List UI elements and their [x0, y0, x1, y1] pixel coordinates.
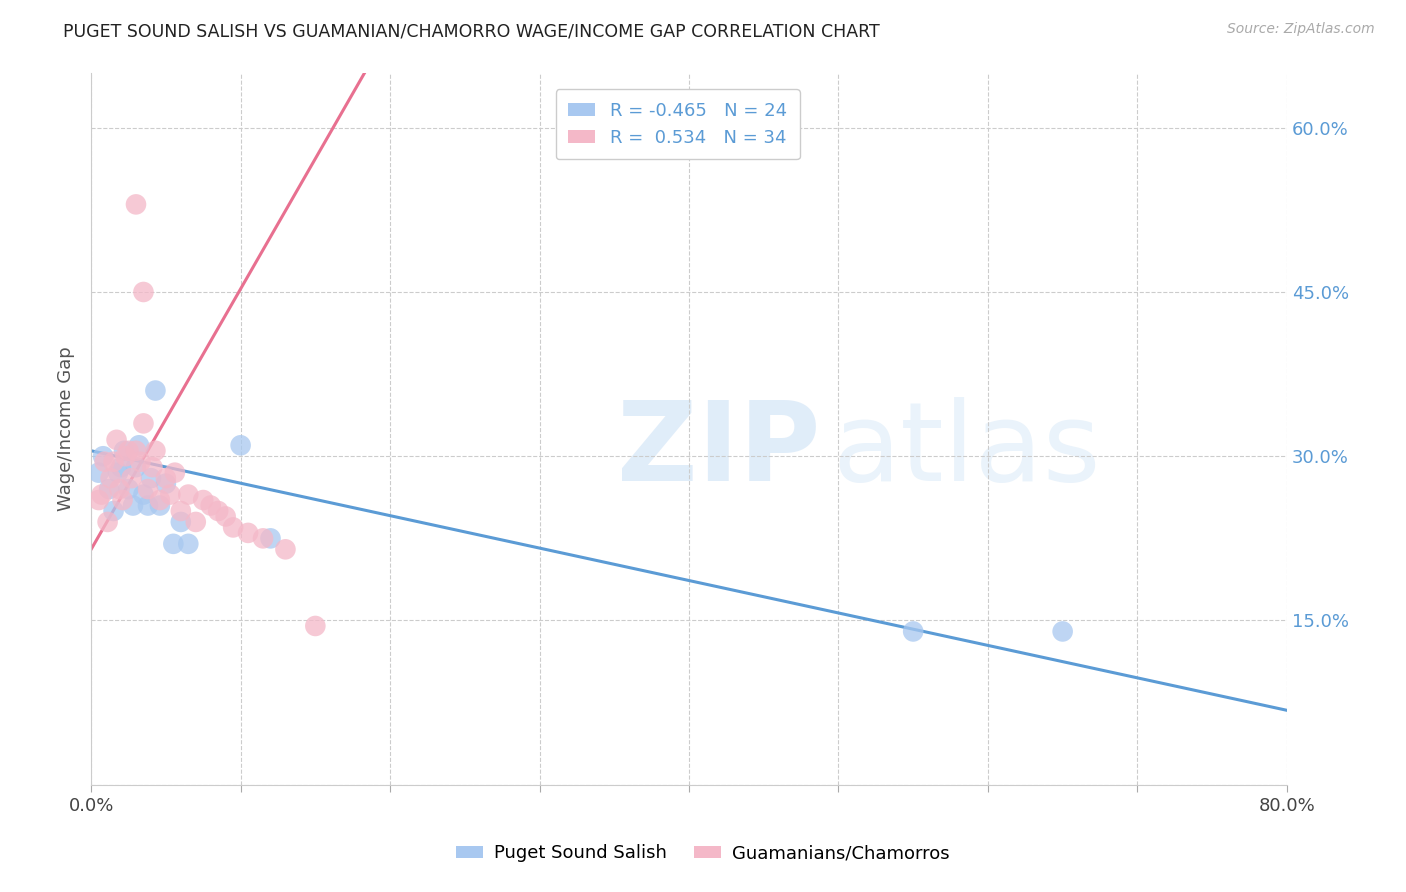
Point — [252, 532, 274, 546]
Point — [229, 438, 252, 452]
Point — [136, 482, 159, 496]
Y-axis label: Wage/Income Gap: Wage/Income Gap — [58, 346, 75, 511]
Point — [108, 482, 131, 496]
Point — [93, 455, 115, 469]
Point — [207, 504, 229, 518]
Point — [215, 509, 238, 524]
Point — [304, 619, 326, 633]
Point — [122, 499, 145, 513]
Point — [129, 455, 152, 469]
Point — [222, 520, 245, 534]
Point — [132, 417, 155, 431]
Point — [159, 487, 181, 501]
Point — [132, 487, 155, 501]
Point — [155, 471, 177, 485]
Point — [136, 499, 159, 513]
Point — [128, 438, 150, 452]
Point — [90, 487, 112, 501]
Point — [193, 493, 215, 508]
Point — [141, 460, 163, 475]
Point — [125, 197, 148, 211]
Point — [107, 466, 129, 480]
Point — [110, 460, 132, 475]
Point — [162, 537, 184, 551]
Text: ZIP: ZIP — [617, 397, 821, 504]
Point — [170, 504, 193, 518]
Point — [125, 443, 148, 458]
Legend: Puget Sound Salish, Guamanians/Chamorros: Puget Sound Salish, Guamanians/Chamorros — [449, 838, 957, 870]
Point — [112, 443, 135, 458]
Point — [132, 285, 155, 299]
Point — [177, 487, 200, 501]
Point — [91, 449, 114, 463]
Point — [274, 542, 297, 557]
Point — [139, 471, 162, 485]
Point — [155, 476, 177, 491]
Point — [145, 443, 167, 458]
Point — [177, 537, 200, 551]
Point — [98, 482, 121, 496]
Point — [200, 499, 222, 513]
Point — [97, 515, 120, 529]
Point — [1052, 624, 1074, 639]
Point — [105, 433, 128, 447]
Point — [111, 493, 134, 508]
Point — [103, 455, 125, 469]
Legend: R = -0.465   N = 24, R =  0.534   N = 34: R = -0.465 N = 24, R = 0.534 N = 34 — [555, 89, 800, 160]
Text: atlas: atlas — [832, 397, 1101, 504]
Point — [163, 466, 186, 480]
Point — [87, 493, 110, 508]
Point — [259, 532, 281, 546]
Point — [184, 515, 207, 529]
Point — [100, 471, 122, 485]
Point — [145, 384, 167, 398]
Point — [125, 460, 148, 475]
Point — [121, 471, 143, 485]
Point — [117, 443, 139, 458]
Point — [103, 504, 125, 518]
Point — [236, 525, 259, 540]
Point — [170, 515, 193, 529]
Point — [149, 499, 172, 513]
Text: PUGET SOUND SALISH VS GUAMANIAN/CHAMORRO WAGE/INCOME GAP CORRELATION CHART: PUGET SOUND SALISH VS GUAMANIAN/CHAMORRO… — [63, 22, 880, 40]
Point — [149, 493, 172, 508]
Point — [87, 466, 110, 480]
Point — [114, 449, 136, 463]
Text: Source: ZipAtlas.com: Source: ZipAtlas.com — [1227, 22, 1375, 37]
Point — [117, 482, 139, 496]
Point — [901, 624, 924, 639]
